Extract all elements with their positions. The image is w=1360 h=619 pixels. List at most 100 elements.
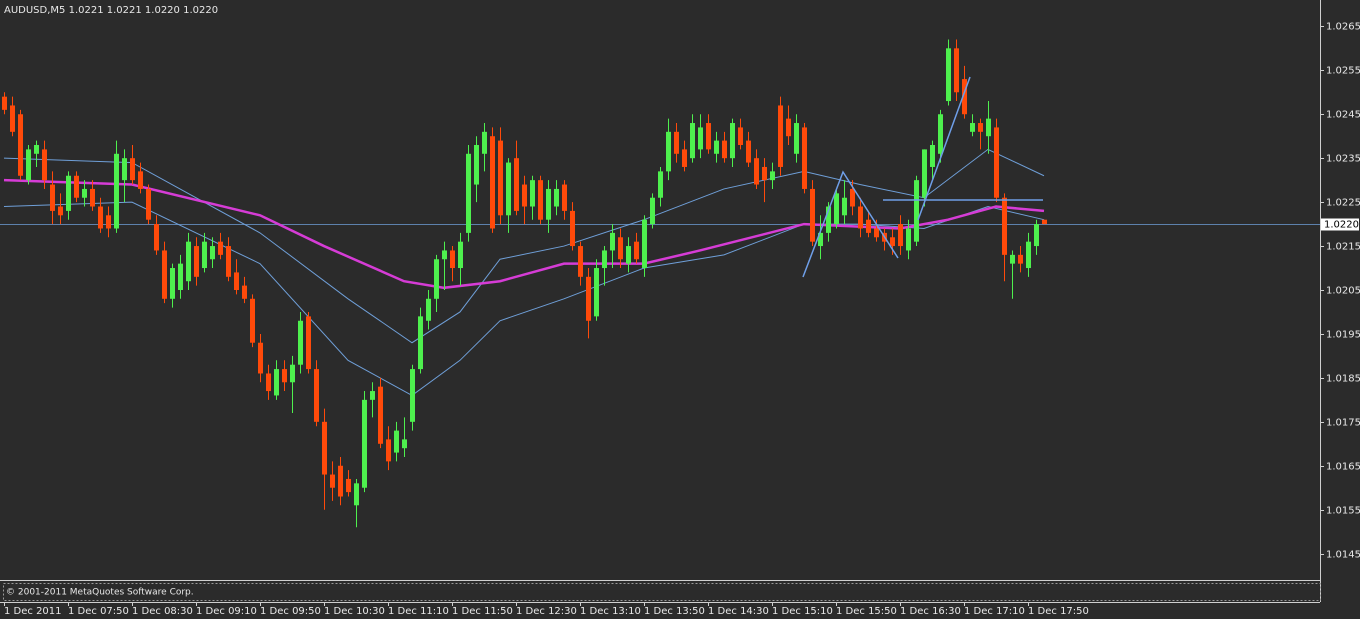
trend-line xyxy=(802,170,899,278)
candle-body xyxy=(850,188,855,207)
y-tick-label: 1.0175 xyxy=(1326,418,1360,429)
candle-body xyxy=(666,131,671,172)
candle-body xyxy=(146,188,151,220)
candle-body xyxy=(346,478,351,493)
candle-body xyxy=(818,232,823,247)
candle-body xyxy=(370,391,375,400)
y-tick-label: 1.0245 xyxy=(1326,110,1360,121)
candle-body xyxy=(554,188,559,207)
y-tick-label: 1.0155 xyxy=(1326,506,1360,517)
candle-body xyxy=(906,228,911,251)
candle-body xyxy=(714,140,719,154)
candle-body xyxy=(394,430,399,453)
candle-body xyxy=(42,149,47,181)
candle-body xyxy=(834,193,839,225)
candle-body xyxy=(1034,224,1039,247)
y-tick-label: 1.0215 xyxy=(1326,242,1360,253)
candle-body xyxy=(10,105,15,132)
candle-body xyxy=(682,149,687,167)
candle-body xyxy=(162,250,167,299)
candle-body xyxy=(498,140,503,216)
candle-body xyxy=(442,250,447,260)
candle-body xyxy=(986,118,991,137)
candle-body xyxy=(610,232,615,251)
candle-body xyxy=(50,184,55,211)
candle-body xyxy=(994,127,999,198)
candle-body xyxy=(18,114,23,176)
candle-body xyxy=(386,439,391,462)
candle-body xyxy=(506,162,511,216)
copyright: © 2001-2011 MetaQuotes Software Corp. xyxy=(6,588,194,598)
candle-body xyxy=(634,241,639,260)
x-tick-label: 1 Dec 2011 xyxy=(4,606,62,617)
indicator-window xyxy=(3,583,1321,601)
x-tick-label: 1 Dec 15:10 xyxy=(772,606,833,617)
candle-body xyxy=(618,237,623,260)
candle-body xyxy=(98,206,103,229)
candle-body xyxy=(354,483,359,506)
candle-body xyxy=(762,166,767,181)
candle-body xyxy=(362,399,367,488)
candle-body xyxy=(34,145,39,154)
candle-body xyxy=(522,184,527,207)
x-tick-label: 1 Dec 08:30 xyxy=(132,606,193,617)
moving-average xyxy=(3,178,1045,290)
candle-body xyxy=(114,153,119,229)
candle-body xyxy=(658,171,663,198)
candle-body xyxy=(674,131,679,154)
candle-body xyxy=(810,188,815,242)
candle-body xyxy=(2,96,7,110)
candle-body xyxy=(1018,254,1023,264)
trend-lines xyxy=(802,76,1043,278)
candle-body xyxy=(538,180,543,220)
candle-body xyxy=(946,48,951,102)
price-label: 1.0220 xyxy=(1324,220,1359,231)
x-tick-label: 1 Dec 13:50 xyxy=(644,606,705,617)
candle-body xyxy=(530,180,535,207)
candle-body xyxy=(562,184,567,211)
candle-body xyxy=(450,250,455,269)
x-tick-label: 1 Dec 16:30 xyxy=(900,606,961,617)
y-tick-label: 1.0265 xyxy=(1326,22,1360,33)
candle-body xyxy=(858,206,863,229)
candle-body xyxy=(546,188,551,220)
candle-body xyxy=(642,219,647,269)
y-tick-label: 1.0255 xyxy=(1326,66,1360,77)
x-tick-label: 1 Dec 09:10 xyxy=(196,606,257,617)
candle-body xyxy=(586,276,591,321)
candle-body xyxy=(194,246,199,277)
candle-body xyxy=(266,373,271,392)
candle-body xyxy=(698,127,703,150)
x-tick-label: 1 Dec 09:50 xyxy=(260,606,321,617)
candle-body xyxy=(754,158,759,185)
candle-body xyxy=(650,197,655,225)
candle-body xyxy=(26,149,31,181)
candle-body xyxy=(290,364,295,383)
trend-line xyxy=(917,76,971,221)
candle-body xyxy=(242,285,247,299)
candle-body xyxy=(74,175,79,198)
candle-body xyxy=(274,369,279,396)
x-tick-label: 1 Dec 13:10 xyxy=(580,606,641,617)
moving-average xyxy=(3,148,1045,344)
candle-body xyxy=(786,118,791,137)
candle-body xyxy=(418,316,423,370)
candle-body xyxy=(490,136,495,229)
candle-body xyxy=(330,474,335,488)
candle-body xyxy=(178,263,183,290)
candle-body xyxy=(962,79,967,115)
candle-body xyxy=(202,241,207,269)
candle-body xyxy=(1042,219,1047,225)
candle-body xyxy=(898,224,903,247)
y-tick-label: 1.0225 xyxy=(1326,198,1360,209)
candle-body xyxy=(466,153,471,233)
candle-body xyxy=(594,268,599,317)
candle-body xyxy=(282,369,287,383)
candle-body xyxy=(626,246,631,264)
y-tick-label: 1.0195 xyxy=(1326,330,1360,341)
candle-body xyxy=(730,123,735,159)
candle-body xyxy=(866,219,871,233)
candle-body xyxy=(874,228,879,238)
